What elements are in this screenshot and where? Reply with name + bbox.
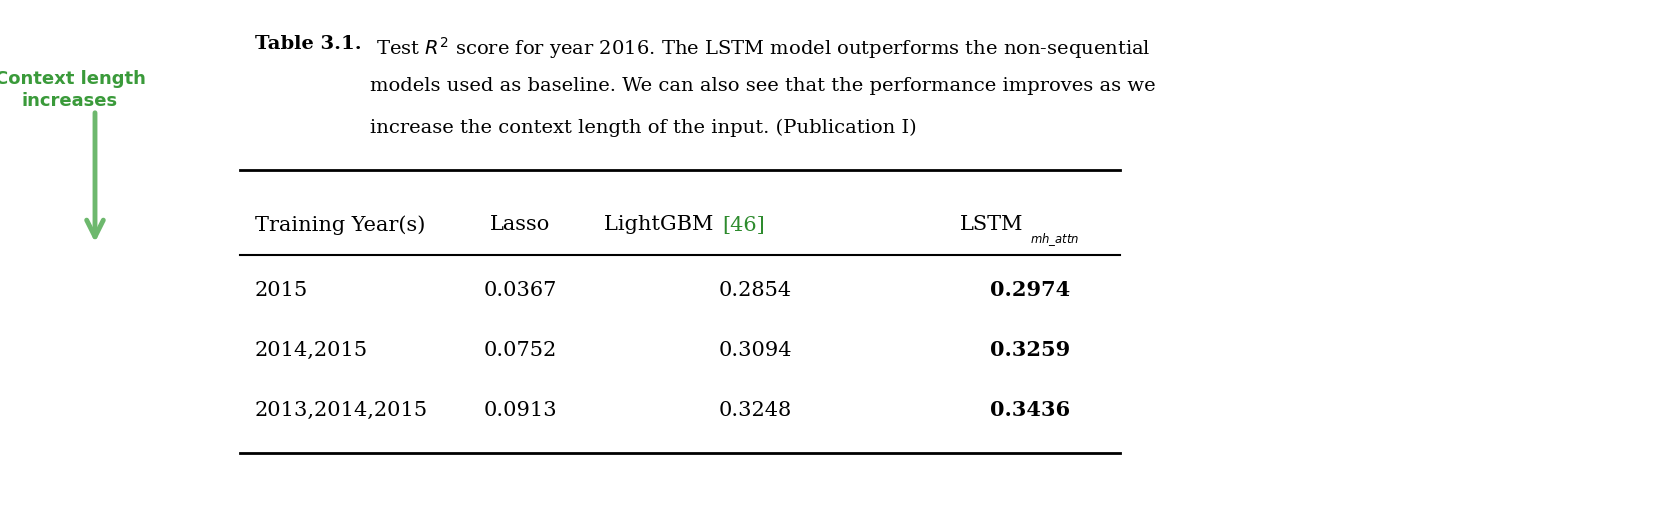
Text: 0.3259: 0.3259 [990,340,1070,360]
Text: 0.2854: 0.2854 [718,280,791,299]
Text: $_{mh\_attn}$: $_{mh\_attn}$ [1030,232,1080,248]
Text: Training Year(s): Training Year(s) [255,215,425,235]
Text: Test $R^2$ score for year 2016. The LSTM model outperforms the non-sequential: Test $R^2$ score for year 2016. The LSTM… [370,35,1151,61]
Text: 0.3436: 0.3436 [990,400,1070,420]
Text: 2013,2014,2015: 2013,2014,2015 [255,401,428,419]
Text: 0.2974: 0.2974 [990,280,1070,300]
Text: 0.3248: 0.3248 [718,401,791,419]
Text: Table 3.1.: Table 3.1. [255,35,362,53]
Text: 2014,2015: 2014,2015 [255,341,368,360]
Text: 2015: 2015 [255,280,308,299]
Text: 0.0752: 0.0752 [483,341,556,360]
Text: Context length
increases: Context length increases [0,70,145,110]
Text: 0.0913: 0.0913 [483,401,556,419]
Text: 0.3094: 0.3094 [718,341,791,360]
Text: increase the context length of the input. (Publication I): increase the context length of the input… [370,119,916,137]
Text: 0.0367: 0.0367 [483,280,556,299]
Text: [46]: [46] [721,215,765,235]
Text: LSTM: LSTM [960,215,1023,235]
Text: Lasso: Lasso [490,215,550,235]
Text: LightGBM: LightGBM [605,215,720,235]
Text: models used as baseline. We can also see that the performance improves as we: models used as baseline. We can also see… [370,77,1156,95]
